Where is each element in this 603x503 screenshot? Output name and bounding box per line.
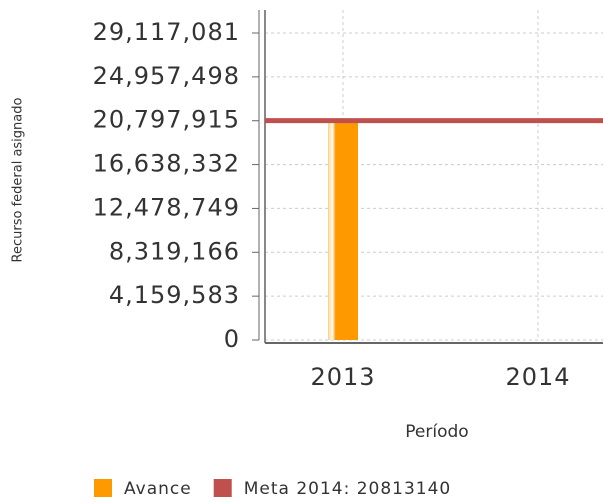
bar xyxy=(328,120,358,340)
y-tick-label: 16,638,332 xyxy=(93,150,240,178)
legend-swatch xyxy=(213,479,232,497)
x-axis-label: Período xyxy=(405,422,468,442)
y-tick-label: 24,957,498 xyxy=(93,62,240,90)
y-tick-label: 29,117,081 xyxy=(93,18,240,46)
y-tick-label: 0 xyxy=(224,325,240,353)
x-tick-label: 2013 xyxy=(310,363,375,391)
legend-swatch xyxy=(94,479,112,497)
legend-label: Meta 2014: 20813140 xyxy=(244,479,452,499)
y-tick-label: 4,159,583 xyxy=(109,281,240,309)
y-tick-label: 20,797,915 xyxy=(93,106,240,134)
y-tick-label: 8,319,166 xyxy=(109,237,240,265)
legend-label: Avance xyxy=(124,479,192,499)
y-axis-label: Recurso federal asignado xyxy=(11,97,26,262)
x-tick-label: 2014 xyxy=(505,363,570,391)
y-tick-label: 12,478,749 xyxy=(93,193,240,221)
